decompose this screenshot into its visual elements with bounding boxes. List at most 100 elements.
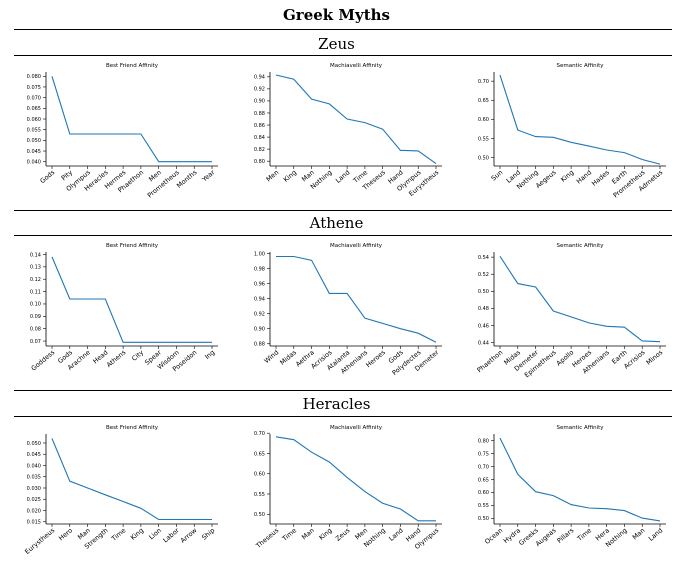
y-tick-label: 0.060 (27, 117, 41, 123)
y-tick-label: 0.80 (478, 439, 489, 445)
x-tick-label: Months (175, 168, 199, 190)
y-tick-label: 0.030 (27, 486, 41, 492)
x-tick-label: Minos (645, 348, 665, 367)
x-tick-label: Year (200, 168, 217, 184)
y-tick-label: 0.09 (30, 314, 41, 320)
series-line (51, 256, 212, 343)
x-tick-label: Hades (590, 168, 611, 188)
chart-athene-best-friend-affinity: Best Friend Affinity 0.07 0.08 0.09 0.10 0.11… (30, 243, 218, 373)
chart-title: Best Friend Affinity (106, 63, 159, 69)
x-tick-label: Eurystheus (23, 526, 56, 556)
y-tick-label: 0.92 (254, 87, 265, 93)
y-tick-label: 0.52 (478, 272, 489, 278)
x-tick-label: Wind (263, 348, 281, 365)
y-tick-label: 0.48 (478, 306, 489, 312)
series-line (499, 437, 661, 522)
y-tick-label: 0.50 (478, 516, 489, 522)
x-tick-label: Ocean (483, 526, 504, 545)
y-tick-label: 0.94 (254, 75, 265, 81)
series-line (51, 76, 212, 163)
y-tick-label: 0.015 (27, 520, 41, 526)
y-tick-label: 0.050 (27, 138, 41, 144)
y-tick-label: 0.60 (254, 472, 265, 478)
section-rule (14, 210, 672, 211)
y-tick-label: 0.70 (254, 431, 265, 437)
y-tick-label: 0.14 (30, 252, 41, 258)
y-tick-label: 0.075 (27, 85, 41, 91)
y-tick-label: 1.00 (254, 251, 265, 257)
x-tick-label: Man (300, 526, 316, 541)
y-tick-label: 0.46 (478, 323, 489, 329)
x-tick-label: Land (647, 526, 664, 542)
chart-heracles-semantic-affinity: Semantic Affinity 0.50 0.55 0.60 0.65 0.70 0.7… (478, 425, 666, 549)
chart-title: Machiavelli Affinity (330, 243, 383, 249)
y-tick-label: 0.96 (254, 281, 265, 287)
x-tick-label: Zeus (334, 526, 352, 543)
chart-heracles-best-friend-affinity: Best Friend Affinity 0.015 0.020 0.025 0.030… (23, 425, 218, 556)
figure-title: Greek Myths (282, 6, 390, 24)
x-tick-label: King (129, 526, 145, 541)
chart-athene-semantic-affinity: Semantic Affinity 0.44 0.46 0.48 0.50 0.52 0.5… (476, 243, 666, 379)
y-tick-label: 0.88 (254, 111, 265, 117)
x-tick-label: Time (280, 526, 298, 543)
y-tick-label: 0.070 (27, 95, 41, 101)
y-tick-label: 0.70 (478, 464, 489, 470)
y-tick-label: 0.025 (27, 497, 41, 503)
y-tick-label: 0.080 (27, 74, 41, 80)
x-tick-label: Land (387, 526, 404, 542)
chart-title: Best Friend Affinity (106, 243, 159, 249)
section-rule (14, 416, 672, 417)
x-tick-label: Man (631, 526, 647, 541)
y-tick-label: 0.80 (254, 159, 265, 165)
chart-title: Semantic Affinity (556, 63, 604, 69)
section-rule (14, 29, 672, 30)
series-line (275, 436, 436, 522)
y-tick-label: 0.020 (27, 508, 41, 514)
y-tick-label: 0.50 (478, 289, 489, 295)
y-tick-label: 0.60 (478, 490, 489, 496)
y-tick-label: 0.82 (254, 147, 265, 153)
y-tick-label: 0.055 (27, 127, 41, 133)
section-title-heracles: Heracles (302, 395, 371, 413)
series-line (499, 74, 661, 165)
y-tick-label: 0.07 (30, 339, 41, 345)
x-tick-label: Lion (147, 526, 163, 541)
x-tick-label: Ing (203, 348, 216, 361)
x-tick-label: Heroes (364, 348, 387, 369)
y-tick-label: 0.86 (254, 123, 265, 129)
y-tick-label: 0.88 (254, 342, 265, 348)
y-tick-label: 0.040 (27, 463, 41, 469)
y-tick-label: 0.10 (30, 302, 41, 308)
section-rule (14, 235, 672, 236)
y-tick-label: 0.70 (478, 79, 489, 85)
y-tick-label: 0.50 (254, 512, 265, 518)
y-tick-label: 0.65 (478, 98, 489, 104)
y-tick-label: 0.040 (27, 160, 41, 166)
y-tick-label: 0.13 (30, 265, 41, 271)
y-tick-label: 0.94 (254, 296, 265, 302)
x-tick-label: King (318, 526, 334, 541)
y-tick-label: 0.65 (254, 451, 265, 457)
chart-heracles-machiavelli-affinity: Machiavelli Affinity 0.50 0.55 0.60 0.65 0.70… (254, 425, 442, 551)
x-tick-label: King (559, 168, 575, 183)
section-title-zeus: Zeus (318, 35, 355, 53)
x-tick-label: Time (575, 526, 593, 543)
chart-zeus-best-friend-affinity: Best Friend Affinity 0.040 0.045 0.050 0.055… (27, 63, 218, 199)
x-tick-label: Phaethon (476, 348, 505, 374)
y-tick-label: 0.55 (478, 136, 489, 142)
section-rule (14, 55, 672, 56)
y-tick-label: 0.90 (254, 327, 265, 333)
chart-title: Machiavelli Affinity (330, 63, 383, 69)
section-title-athene: Athene (309, 214, 364, 232)
y-tick-label: 0.045 (27, 149, 41, 155)
series-line (276, 255, 437, 343)
y-tick-label: 0.55 (478, 503, 489, 509)
y-tick-label: 0.08 (30, 326, 41, 332)
y-tick-label: 0.050 (27, 441, 41, 447)
x-tick-label: Pillars (556, 526, 576, 545)
y-tick-label: 0.50 (478, 155, 489, 161)
x-tick-label: Hero (57, 526, 74, 542)
chart-athene-machiavelli-affinity: Machiavelli Affinity 0.88 0.90 0.92 0.94 0.96… (254, 243, 442, 377)
y-tick-label: 0.98 (254, 266, 265, 272)
y-tick-label: 0.65 (478, 477, 489, 483)
